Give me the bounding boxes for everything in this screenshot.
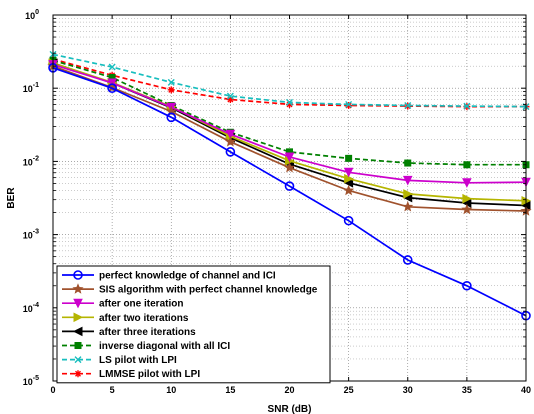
series-layer bbox=[47, 50, 532, 321]
legend-label: after one iteration bbox=[99, 299, 183, 310]
legend-entry: after one iteration bbox=[62, 298, 183, 310]
marker-triangle-down bbox=[73, 298, 83, 309]
y-tick-base: 10 bbox=[23, 304, 33, 314]
y-tick-exponent: -1 bbox=[33, 82, 39, 89]
marker-asterisk bbox=[345, 102, 353, 110]
marker-circle bbox=[343, 215, 354, 226]
y-tick-exponent: -2 bbox=[33, 155, 39, 162]
series-line bbox=[52, 59, 526, 166]
x-tick-label: 10 bbox=[166, 385, 176, 395]
marker-triangle-down bbox=[402, 175, 413, 186]
marker-x bbox=[345, 100, 353, 108]
marker-circle bbox=[107, 83, 117, 93]
legend-label: LMMSE pilot with LPI bbox=[99, 369, 200, 380]
marker-star bbox=[224, 135, 236, 147]
marker-triangle-down bbox=[225, 129, 236, 140]
marker-circle bbox=[462, 280, 472, 291]
y-tick-exponent: -5 bbox=[33, 375, 39, 382]
marker-triangle-left bbox=[72, 326, 83, 337]
y-tick-label: 10-4 bbox=[23, 302, 39, 314]
marker-circle bbox=[166, 112, 177, 123]
marker-star bbox=[283, 161, 296, 173]
marker-triangle-right bbox=[403, 189, 413, 199]
legend-label: SIS algorithm with perfect channel knowl… bbox=[99, 285, 318, 296]
marker-triangle-right bbox=[73, 312, 84, 323]
marker-triangle-down bbox=[462, 178, 472, 188]
y-tick-base: 10 bbox=[25, 11, 35, 21]
y-tick-base: 10 bbox=[23, 377, 33, 387]
x-tick-label: 20 bbox=[284, 385, 294, 395]
series-2 bbox=[47, 60, 532, 216]
series-7 bbox=[49, 50, 530, 111]
legend-entry: after three iterations bbox=[62, 326, 196, 338]
series-1 bbox=[48, 62, 531, 321]
y-axis-title: BER bbox=[6, 187, 17, 209]
marker-x bbox=[108, 63, 116, 71]
y-tick-label: 10-3 bbox=[23, 229, 39, 241]
x-tick-label: 35 bbox=[462, 385, 472, 395]
marker-square bbox=[74, 342, 82, 349]
legend: perfect knowledge of channel and ICI SIS … bbox=[56, 265, 331, 384]
marker-square bbox=[345, 154, 353, 162]
legend-label: LS pilot with LPI bbox=[99, 355, 177, 366]
marker-star bbox=[461, 203, 473, 215]
marker-star bbox=[72, 283, 84, 294]
legend-entry: after two iterations bbox=[62, 312, 189, 324]
marker-square bbox=[404, 159, 412, 167]
marker-circle bbox=[73, 270, 83, 280]
x-tick-label: 0 bbox=[50, 385, 55, 395]
y-tick-label: 10-5 bbox=[23, 375, 39, 387]
y-tick-base: 10 bbox=[23, 231, 33, 241]
x-tick-label: 30 bbox=[403, 385, 413, 395]
marker-triangle-down bbox=[343, 167, 354, 178]
legend-entry: inverse diagonal with all ICI bbox=[62, 341, 230, 352]
marker-triangle-down bbox=[284, 152, 295, 163]
legend-label: after two iterations bbox=[99, 313, 189, 324]
y-tick-label: 10-1 bbox=[23, 82, 39, 94]
y-tick-exponent: 0 bbox=[35, 9, 39, 16]
marker-x bbox=[404, 102, 412, 110]
marker-x bbox=[226, 92, 234, 100]
series-3 bbox=[48, 60, 531, 188]
marker-circle bbox=[225, 147, 236, 157]
marker-circle bbox=[402, 255, 413, 265]
legend-label: perfect knowledge of channel and ICI bbox=[99, 271, 276, 282]
x-tick-label: 5 bbox=[110, 385, 115, 395]
marker-triangle-right bbox=[462, 193, 472, 204]
marker-square bbox=[463, 161, 471, 169]
legend-entry: LMMSE pilot with LPI bbox=[62, 369, 200, 380]
marker-star bbox=[402, 200, 414, 212]
marker-asterisk bbox=[167, 86, 175, 94]
marker-x bbox=[286, 98, 293, 106]
legend-label: inverse diagonal with all ICI bbox=[99, 341, 230, 352]
legend-label: after three iterations bbox=[99, 327, 196, 338]
marker-x bbox=[74, 356, 82, 364]
y-tick-exponent: -4 bbox=[33, 302, 39, 309]
legend-entry: SIS algorithm with perfect channel knowl… bbox=[62, 283, 318, 296]
x-axis-title: SNR (dB) bbox=[268, 404, 312, 414]
x-tick-label: 40 bbox=[521, 385, 531, 395]
y-tick-label: 10-2 bbox=[23, 155, 39, 167]
y-tick-exponent: -3 bbox=[33, 229, 39, 236]
series-line bbox=[52, 66, 527, 317]
marker-star bbox=[343, 184, 355, 196]
marker-x bbox=[167, 78, 175, 86]
marker-asterisk bbox=[286, 100, 293, 108]
x-tick-label: 15 bbox=[225, 385, 235, 395]
x-tick-label: 25 bbox=[344, 385, 354, 395]
marker-asterisk bbox=[74, 370, 82, 378]
legend-entry: LS pilot with LPI bbox=[62, 355, 177, 366]
legend-entry: perfect knowledge of channel and ICI bbox=[62, 270, 276, 282]
marker-x bbox=[463, 102, 471, 110]
marker-asterisk bbox=[226, 96, 234, 104]
y-tick-label: 100 bbox=[25, 9, 39, 21]
marker-circle bbox=[284, 181, 295, 191]
y-tick-base: 10 bbox=[23, 157, 33, 167]
legend-box bbox=[56, 265, 331, 384]
y-tick-base: 10 bbox=[23, 84, 33, 94]
